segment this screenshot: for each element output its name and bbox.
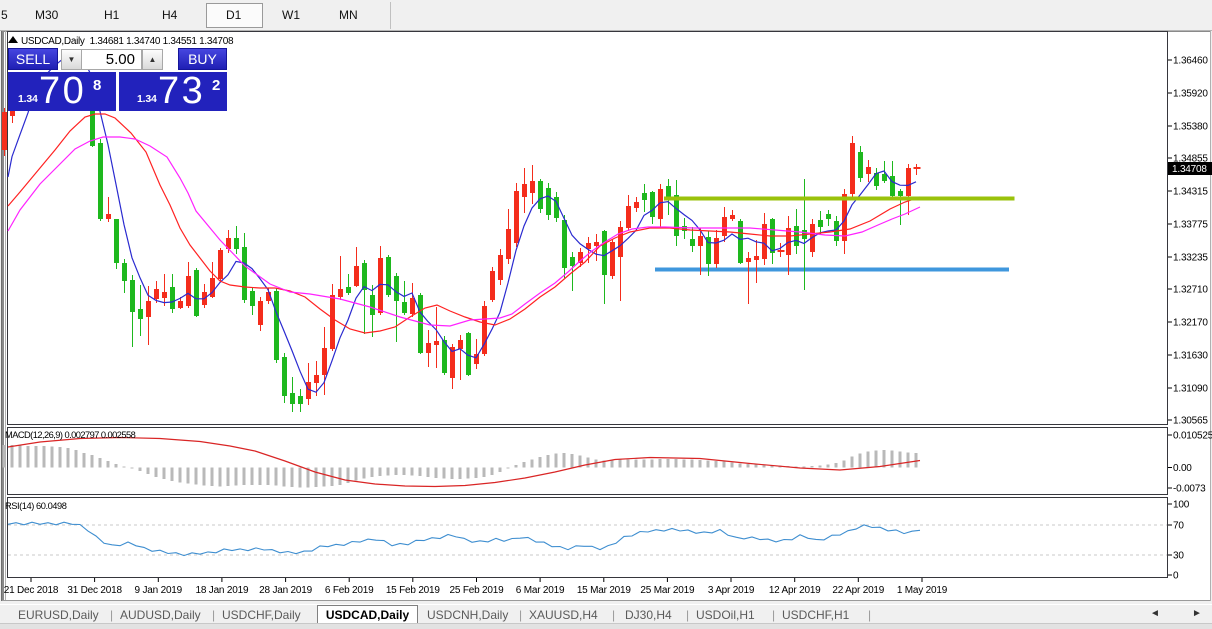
svg-text:22 Apr 2019: 22 Apr 2019 [832,585,884,596]
svg-text:1.31630: 1.31630 [1173,351,1208,362]
svg-text:1.35920: 1.35920 [1173,89,1208,100]
svg-text:1.34315: 1.34315 [1173,187,1208,198]
svg-text:USDCAD,Daily 1.34681 1.34740: USDCAD,Daily 1.34681 1.34740 1.34551 1.3… [21,36,234,47]
svg-text:MACD(12,26,9) 0.002797 0.00255: MACD(12,26,9) 0.002797 0.002558 [5,430,136,440]
svg-text:-0.0073: -0.0073 [1173,484,1206,495]
svg-text:0: 0 [1173,571,1179,582]
svg-text:1.30565: 1.30565 [1173,416,1208,427]
svg-text:1.36460: 1.36460 [1173,56,1208,67]
svg-text:1 May 2019: 1 May 2019 [897,585,948,596]
svg-text:1.33775: 1.33775 [1173,220,1208,231]
svg-text:12 Apr 2019: 12 Apr 2019 [769,585,821,596]
svg-text:31 Dec 2018: 31 Dec 2018 [67,585,122,596]
svg-text:1.33235: 1.33235 [1173,253,1208,264]
svg-text:100: 100 [1173,500,1190,511]
svg-text:28 Jan 2019: 28 Jan 2019 [259,585,312,596]
svg-text:21 Dec 2018: 21 Dec 2018 [4,585,59,596]
svg-text:15 Feb 2019: 15 Feb 2019 [386,585,441,596]
svg-text:1.32170: 1.32170 [1173,318,1208,329]
svg-text:30: 30 [1173,551,1184,562]
svg-text:15 Mar 2019: 15 Mar 2019 [577,585,632,596]
svg-text:0.010525: 0.010525 [1173,431,1212,442]
svg-text:1.34855: 1.34855 [1173,154,1208,165]
svg-text:1.35380: 1.35380 [1173,122,1208,133]
svg-text:9 Jan 2019: 9 Jan 2019 [135,585,183,596]
svg-text:1.31090: 1.31090 [1173,384,1208,395]
svg-text:0.00: 0.00 [1173,463,1192,474]
svg-text:25 Mar 2019: 25 Mar 2019 [640,585,695,596]
svg-text:1.32710: 1.32710 [1173,285,1208,296]
svg-text:18 Jan 2019: 18 Jan 2019 [195,585,248,596]
svg-text:1.34708: 1.34708 [1172,164,1207,175]
svg-text:6 Feb 2019: 6 Feb 2019 [325,585,374,596]
svg-text:3 Apr 2019: 3 Apr 2019 [708,585,755,596]
svg-text:25 Feb 2019: 25 Feb 2019 [450,585,505,596]
svg-text:6 Mar 2019: 6 Mar 2019 [516,585,565,596]
svg-text:RSI(14) 60.0498: RSI(14) 60.0498 [5,501,67,511]
svg-text:70: 70 [1173,521,1184,532]
